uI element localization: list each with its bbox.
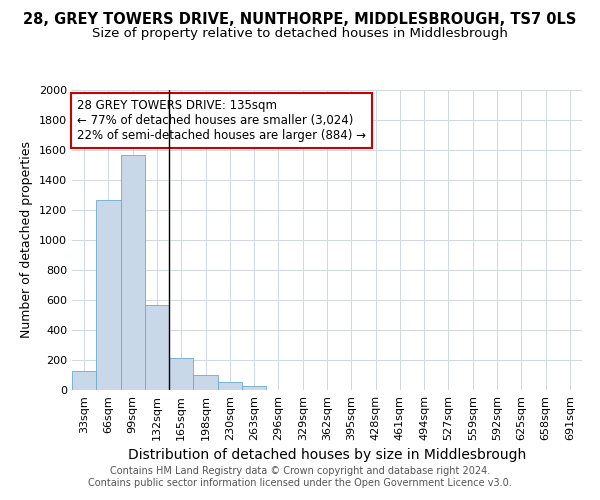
Bar [193, 375, 218, 390]
Bar [96, 200, 121, 390]
Bar [242, 386, 266, 390]
Bar [72, 370, 96, 390]
Bar [169, 358, 193, 390]
Bar [121, 154, 145, 390]
Y-axis label: Number of detached properties: Number of detached properties [20, 142, 34, 338]
Bar [218, 382, 242, 390]
Bar [145, 304, 169, 390]
X-axis label: Distribution of detached houses by size in Middlesbrough: Distribution of detached houses by size … [128, 448, 526, 462]
Text: Size of property relative to detached houses in Middlesbrough: Size of property relative to detached ho… [92, 28, 508, 40]
Text: 28 GREY TOWERS DRIVE: 135sqm
← 77% of detached houses are smaller (3,024)
22% of: 28 GREY TOWERS DRIVE: 135sqm ← 77% of de… [77, 99, 366, 142]
Text: 28, GREY TOWERS DRIVE, NUNTHORPE, MIDDLESBROUGH, TS7 0LS: 28, GREY TOWERS DRIVE, NUNTHORPE, MIDDLE… [23, 12, 577, 28]
Text: Contains HM Land Registry data © Crown copyright and database right 2024.
Contai: Contains HM Land Registry data © Crown c… [88, 466, 512, 487]
